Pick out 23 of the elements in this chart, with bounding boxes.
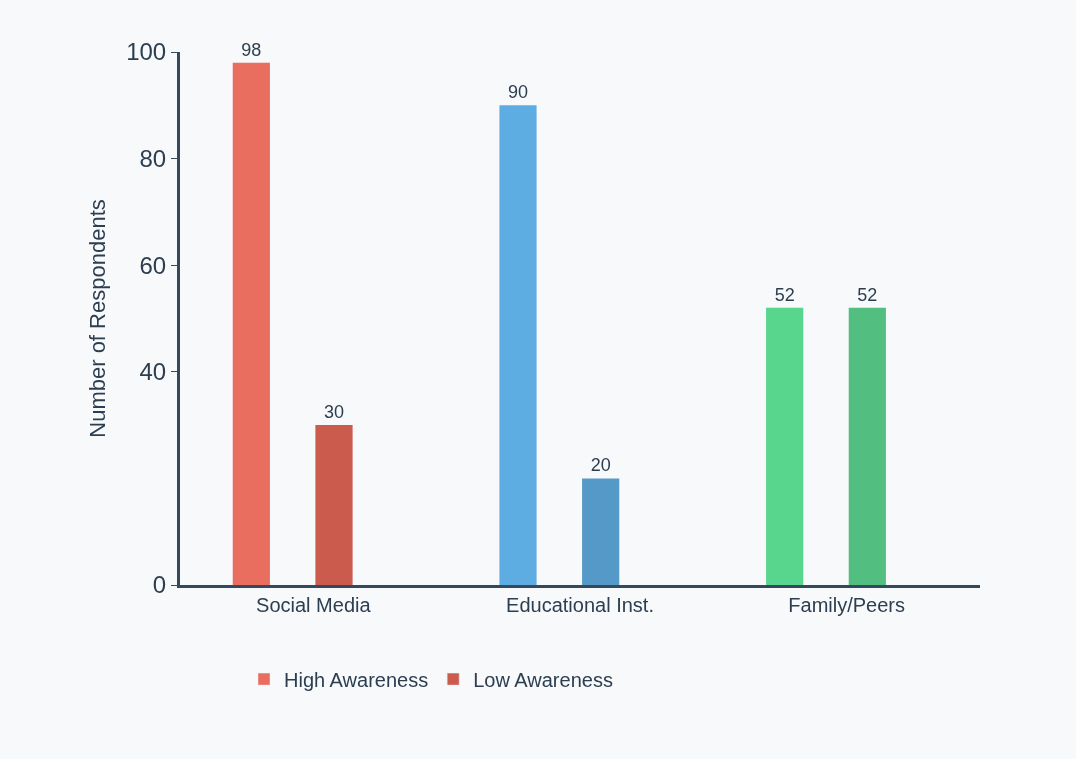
data-label: 52 [857,284,878,305]
bar [582,478,620,585]
y-tick-label: 60 [139,251,167,279]
x-tick-label: Educational Inst. [506,594,654,616]
legend-label: High Awareness [284,668,429,691]
legend-label: Low Awareness [473,668,613,691]
x-tick-label: Family/Peers [788,594,906,616]
bar [315,425,353,585]
y-tick-label: 100 [126,38,167,66]
data-label: 52 [774,284,795,305]
data-label: 98 [241,39,262,60]
y-tick-label: 80 [139,145,167,172]
bar [766,307,804,585]
y-tick-label: 0 [152,571,167,599]
x-tick-label: Social Media [256,594,372,616]
bar [232,62,270,585]
data-label: 90 [507,82,529,103]
y-axis-title: Number of Respondents [84,199,110,438]
data-label: 30 [323,402,345,423]
data-label: 20 [590,455,611,476]
y-tick-label: 40 [139,358,167,386]
bar [848,307,886,585]
bar [499,105,537,585]
